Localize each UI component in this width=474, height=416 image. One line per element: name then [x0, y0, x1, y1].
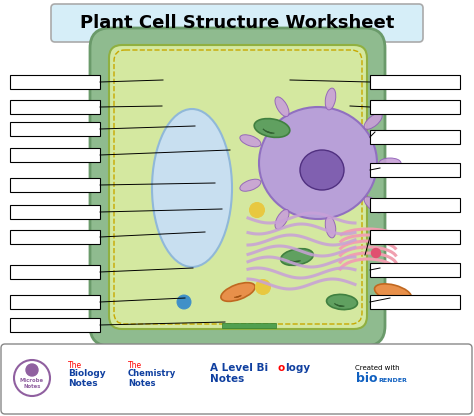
Text: The: The: [128, 361, 142, 369]
Text: Notes: Notes: [68, 379, 98, 387]
FancyBboxPatch shape: [90, 28, 385, 346]
Text: bio: bio: [356, 372, 377, 386]
Bar: [10, 205, 100, 219]
Text: Notes: Notes: [210, 374, 244, 384]
FancyBboxPatch shape: [109, 45, 367, 329]
Circle shape: [14, 360, 50, 396]
Text: Plant Cell Structure Worksheet: Plant Cell Structure Worksheet: [80, 14, 394, 32]
Text: o: o: [278, 363, 285, 373]
Bar: [370, 295, 460, 309]
Ellipse shape: [275, 209, 289, 229]
Text: Chemistry: Chemistry: [128, 369, 176, 379]
Ellipse shape: [325, 216, 336, 238]
Ellipse shape: [379, 158, 401, 168]
Ellipse shape: [327, 295, 357, 310]
Bar: [10, 230, 100, 244]
Text: logy: logy: [285, 363, 310, 373]
Bar: [10, 148, 100, 162]
Text: RENDER: RENDER: [378, 379, 407, 384]
Circle shape: [255, 280, 271, 295]
Circle shape: [249, 203, 264, 218]
Bar: [370, 130, 460, 144]
Ellipse shape: [275, 97, 289, 116]
Bar: [370, 75, 460, 89]
Ellipse shape: [152, 109, 232, 267]
Bar: [222, 323, 276, 328]
FancyBboxPatch shape: [51, 4, 423, 42]
Text: The: The: [68, 361, 82, 369]
Text: Notes: Notes: [128, 379, 155, 387]
Text: Microbe: Microbe: [20, 377, 44, 382]
Ellipse shape: [240, 135, 261, 147]
Bar: [370, 230, 460, 244]
Text: Notes: Notes: [23, 384, 41, 389]
Text: Biology: Biology: [68, 369, 106, 379]
Circle shape: [26, 364, 38, 376]
Ellipse shape: [364, 113, 382, 129]
Bar: [10, 75, 100, 89]
Ellipse shape: [374, 284, 411, 302]
Bar: [10, 295, 100, 309]
Bar: [10, 122, 100, 136]
Ellipse shape: [221, 282, 255, 301]
Ellipse shape: [364, 197, 382, 213]
Bar: [10, 178, 100, 192]
Bar: [370, 100, 460, 114]
Ellipse shape: [240, 179, 261, 191]
Ellipse shape: [300, 150, 344, 190]
Ellipse shape: [259, 107, 377, 219]
Ellipse shape: [281, 249, 313, 265]
Bar: [10, 100, 100, 114]
FancyBboxPatch shape: [1, 344, 472, 414]
Bar: [370, 198, 460, 212]
Circle shape: [177, 295, 191, 309]
Bar: [370, 263, 460, 277]
Circle shape: [372, 248, 381, 258]
Bar: [370, 163, 460, 177]
Bar: [10, 265, 100, 279]
Ellipse shape: [325, 88, 336, 110]
Text: A Level Bi: A Level Bi: [210, 363, 268, 373]
Text: Created with: Created with: [355, 365, 400, 371]
Bar: [10, 318, 100, 332]
Ellipse shape: [254, 119, 290, 137]
